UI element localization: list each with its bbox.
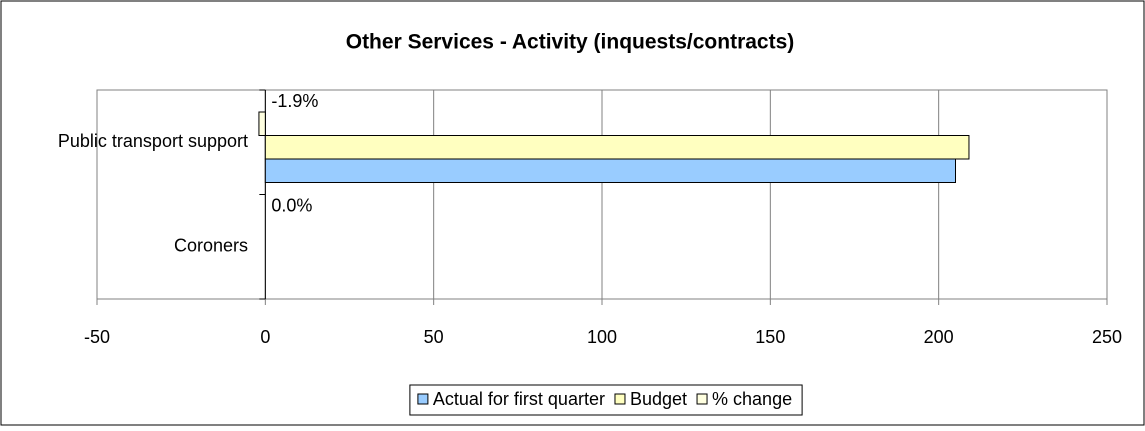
x-tick-label: 200 [924,327,954,347]
legend-label: Actual for first quarter [433,389,605,409]
y-tick-label: Public transport support [58,131,248,151]
x-tick-label: 100 [587,327,617,347]
bar [264,158,957,183]
x-tick-label: 150 [755,327,785,347]
legend-label: Budget [630,389,687,409]
legend-box [409,384,803,416]
data-label: -1.9% [271,91,318,111]
legend-swatch [614,393,626,405]
legend-swatch [696,393,708,405]
data-label: 0.0% [271,195,312,215]
chart-title: Other Services - Activity (inquests/cont… [346,31,795,54]
x-tick-label: 0 [260,327,270,347]
legend-label: % change [712,389,792,409]
bar [264,135,970,160]
legend-swatch [417,393,429,405]
y-tick-label: Coroners [174,236,248,256]
x-tick-label: -50 [84,327,110,347]
x-tick-label: 250 [1092,327,1122,347]
bar [258,111,266,136]
x-tick-label: 50 [424,327,444,347]
